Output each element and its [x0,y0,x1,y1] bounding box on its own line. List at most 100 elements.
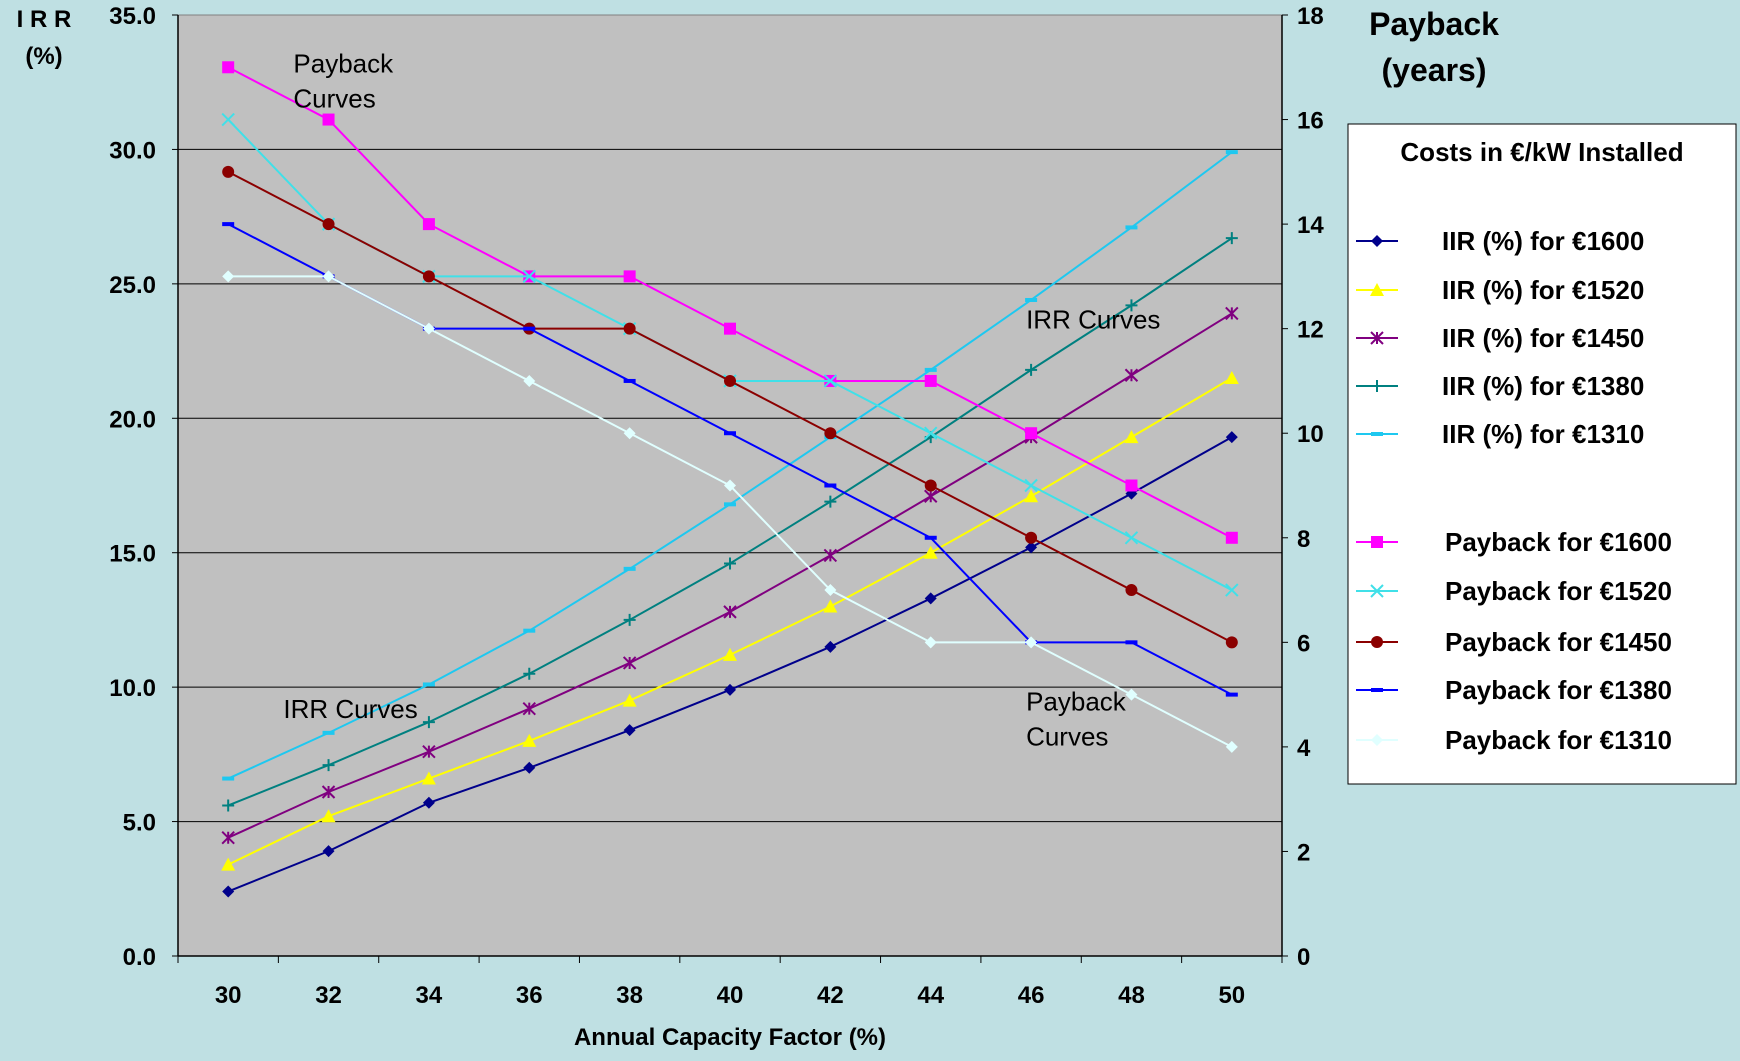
data-point [1371,235,1383,247]
annotation-4: Payback [1026,686,1127,716]
data-point [422,796,435,809]
data-point [724,322,736,335]
data-point [924,367,937,372]
y-right-tick-label: 8 [1297,526,1310,553]
data-point [824,495,837,508]
data-point [923,545,938,559]
data-point [623,566,636,571]
data-point [422,682,435,687]
data-point [222,61,235,74]
data-point [421,771,436,785]
data-point [1124,430,1139,444]
data-point [1024,478,1038,493]
y-left-tick-label: 25.0 [109,272,156,299]
legend-title: Costs in €/kW Installed [1400,137,1683,167]
x-tick-label: 32 [315,982,342,1009]
data-point [823,599,838,613]
y-right-tick-label: 0 [1297,944,1310,971]
y-left-tick-label: 15.0 [109,541,156,568]
data-point [1225,150,1238,155]
legend-label: Payback for €1450 [1445,627,1672,657]
data-point [1370,331,1384,345]
annotation-1: Curves [293,84,375,114]
data-point [1025,297,1038,302]
data-point [623,724,636,737]
data-point [422,744,436,759]
legend-item-1: IIR (%) for €1600 [1356,226,1644,256]
legend-box [1347,123,1737,785]
annotation-4: Curves [1026,721,1108,751]
data-point [1025,636,1038,649]
data-point [724,431,736,436]
data-point [1025,541,1038,554]
legend-label: IIR (%) for €1600 [1442,226,1644,256]
data-point [221,857,236,871]
data-point [823,374,838,388]
data-point [1370,584,1384,598]
legend-label: IIR (%) for €1450 [1442,323,1644,353]
y-right-tick-label: 10 [1297,421,1324,448]
data-point [1225,636,1238,649]
data-point [322,270,335,283]
y-right-tick-label: 6 [1297,630,1310,657]
series-6 [222,61,1238,544]
data-point [924,592,937,605]
data-point [1371,636,1383,648]
x-tick-label: 48 [1118,982,1145,1009]
data-point [724,502,736,507]
series-8 [222,165,1238,649]
data-point [623,322,636,335]
legend-item-8: Payback for €1450 [1356,627,1672,657]
data-point [222,222,235,227]
data-point [924,636,937,649]
y-left-tick-label: 5.0 [123,810,156,837]
legend-item-4: IIR (%) for €1380 [1356,371,1644,401]
data-point [1225,431,1238,444]
data-point [1025,427,1038,440]
data-point [523,667,536,680]
data-point [823,548,838,563]
data-point [321,785,336,799]
data-point [222,885,235,898]
data-point [222,165,235,178]
y-right-tick-label: 14 [1297,212,1324,239]
data-point [824,640,837,653]
data-point [322,845,335,858]
x-tick-label: 34 [416,982,443,1009]
data-point [1225,232,1238,245]
data-point [1125,479,1138,492]
x-tick-label: 36 [516,982,543,1009]
y-left-tick-label: 35.0 [109,3,156,30]
legend-label: Payback for €1600 [1445,527,1672,557]
legend-label: Payback for €1380 [1445,675,1672,705]
legend-label: Payback for €1310 [1445,725,1672,755]
data-point [924,374,937,387]
data-point [1125,640,1138,645]
annotation-2: IRR Curves [283,694,417,724]
data-point [1024,489,1039,503]
legend-item-10: Payback for €1310 [1356,725,1672,755]
legend-item-5: IIR (%) for €1310 [1356,419,1644,449]
series-layer [221,61,1239,898]
data-point [924,426,938,440]
legend-item-2: IIR (%) for €1520 [1356,275,1644,305]
data-point [1371,432,1383,436]
data-point [1225,531,1238,544]
data-point [422,218,435,231]
data-point [222,270,235,283]
y-right-tick-label: 16 [1297,108,1324,135]
data-point [1225,583,1239,597]
legend-label: IIR (%) for €1380 [1442,371,1644,401]
data-point [724,683,736,696]
data-point [1225,740,1238,753]
data-point [523,628,536,633]
data-point [222,776,235,781]
data-point [1371,380,1383,392]
data-point [1225,306,1239,321]
series-10 [222,270,1238,753]
data-point [422,270,435,283]
data-point [221,830,235,845]
data-point [1125,299,1138,312]
